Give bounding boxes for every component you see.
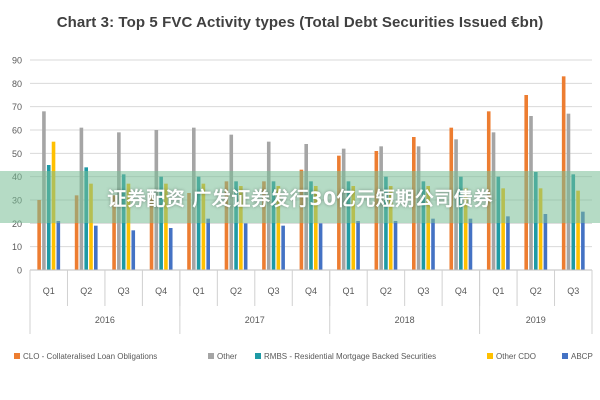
x-tick-label: Q1 bbox=[342, 286, 354, 296]
y-tick-label: 50 bbox=[12, 149, 22, 159]
bar bbox=[314, 186, 318, 270]
y-tick-label: 10 bbox=[12, 242, 22, 252]
legend-swatch bbox=[14, 353, 20, 359]
x-tick-label: Q3 bbox=[118, 286, 130, 296]
x-tick-label: Q4 bbox=[455, 286, 467, 296]
bar bbox=[496, 176, 501, 270]
bar bbox=[126, 183, 131, 270]
y-tick-label: 0 bbox=[17, 266, 22, 276]
bar bbox=[501, 188, 505, 270]
bar bbox=[56, 221, 61, 270]
bar bbox=[94, 225, 98, 270]
bar bbox=[431, 218, 435, 270]
legend-swatch bbox=[255, 353, 261, 359]
bar bbox=[239, 186, 243, 270]
bar bbox=[74, 195, 79, 270]
watermark-banner: 证券配资 广发证券发行30亿元短期公司债券 bbox=[0, 171, 600, 223]
legend-label: CLO - Collateralised Loan Obligations bbox=[23, 352, 157, 361]
legend-label: ABCP bbox=[571, 352, 593, 361]
bar bbox=[112, 195, 116, 270]
bar bbox=[384, 176, 388, 270]
y-tick-label: 20 bbox=[12, 219, 22, 229]
x-tick-label: Q3 bbox=[268, 286, 280, 296]
bar bbox=[89, 183, 93, 270]
bar bbox=[426, 186, 430, 270]
bar bbox=[224, 181, 229, 270]
bar bbox=[468, 218, 473, 270]
x-tick-label: Q1 bbox=[193, 286, 205, 296]
bar bbox=[393, 221, 398, 270]
bar bbox=[459, 176, 463, 270]
x-tick-label: Q4 bbox=[305, 286, 317, 296]
bar bbox=[262, 181, 266, 270]
bar bbox=[543, 214, 548, 270]
legend-label: Other CDO bbox=[496, 352, 536, 361]
x-tick-label: Q1 bbox=[492, 286, 504, 296]
legend-swatch bbox=[562, 353, 568, 359]
x-tick-label: Q2 bbox=[80, 286, 92, 296]
y-tick-label: 90 bbox=[12, 56, 22, 66]
x-group-label: 2018 bbox=[395, 315, 415, 325]
bar bbox=[281, 225, 285, 270]
x-tick-label: Q2 bbox=[380, 286, 392, 296]
bar bbox=[463, 188, 468, 270]
bar bbox=[421, 181, 426, 270]
legend-label: Other bbox=[217, 352, 237, 361]
x-tick-label: Q1 bbox=[43, 286, 55, 296]
y-tick-label: 80 bbox=[12, 79, 22, 89]
legend-label: RMBS - Residential Mortgage Backed Secur… bbox=[264, 352, 436, 361]
x-group-label: 2017 bbox=[245, 315, 265, 325]
bar bbox=[37, 200, 41, 270]
x-group-label: 2019 bbox=[526, 315, 546, 325]
legend-swatch bbox=[208, 353, 214, 359]
bar bbox=[388, 186, 393, 270]
y-tick-label: 70 bbox=[12, 102, 22, 112]
x-tick-label: Q3 bbox=[567, 286, 579, 296]
legend-swatch bbox=[487, 353, 493, 359]
bar bbox=[318, 223, 323, 270]
bar bbox=[196, 176, 201, 270]
bar bbox=[168, 228, 173, 270]
bar bbox=[206, 218, 210, 270]
bar bbox=[271, 181, 276, 270]
watermark-banner-text: 证券配资 广发证券发行30亿元短期公司债券 bbox=[107, 187, 493, 210]
bar bbox=[576, 190, 580, 270]
x-group-label: 2016 bbox=[95, 315, 115, 325]
bar bbox=[149, 193, 154, 270]
bar bbox=[276, 186, 281, 270]
bar bbox=[201, 183, 206, 270]
bar bbox=[581, 211, 585, 270]
x-tick-label: Q4 bbox=[155, 286, 167, 296]
x-tick-label: Q2 bbox=[230, 286, 242, 296]
bar bbox=[356, 221, 360, 270]
bar bbox=[187, 193, 191, 270]
bar bbox=[159, 176, 163, 270]
bar bbox=[164, 183, 168, 270]
bar bbox=[243, 223, 248, 270]
y-tick-label: 60 bbox=[12, 126, 22, 136]
bar bbox=[346, 181, 351, 270]
bar bbox=[538, 188, 543, 270]
x-tick-label: Q3 bbox=[417, 286, 429, 296]
bar bbox=[351, 186, 356, 270]
bar bbox=[131, 230, 136, 270]
bar bbox=[234, 181, 238, 270]
chart-title: Chart 3: Top 5 FVC Activity types (Total… bbox=[56, 14, 544, 31]
x-tick-label: Q2 bbox=[530, 286, 542, 296]
bar bbox=[506, 216, 510, 270]
bar bbox=[309, 181, 313, 270]
